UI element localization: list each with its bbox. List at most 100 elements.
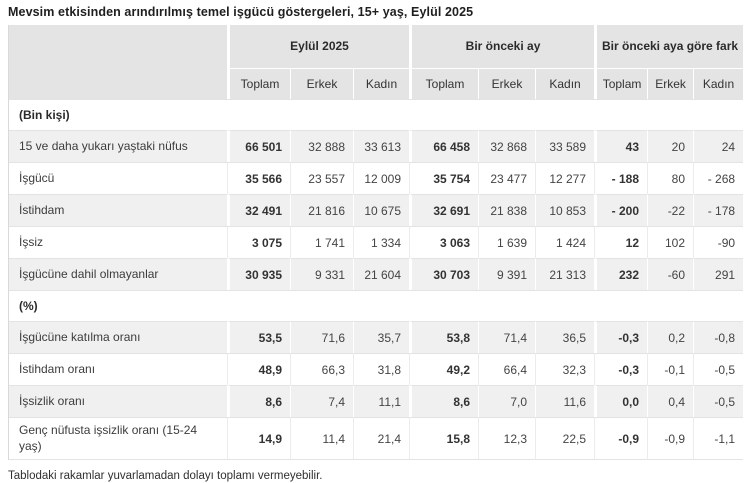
cell: 8,6 xyxy=(409,385,479,417)
table-row: İşgücü 35 566 23 557 12 009 35 754 23 477 12 2… xyxy=(9,162,744,194)
cell: 71,6 xyxy=(290,321,353,353)
cell: 1 334 xyxy=(353,226,410,258)
table-row: İşsiz 3 075 1 741 1 334 3 063 1 639 1 424 12 102… xyxy=(9,226,744,258)
sub-header-total: Toplam xyxy=(227,69,290,99)
section-header-row: (%) xyxy=(9,290,744,321)
cell: 66 458 xyxy=(409,130,479,162)
row-label: İşsizlik oranı xyxy=(9,385,227,417)
group-header-current-month: Eylül 2025 xyxy=(227,25,410,69)
cell: 33 613 xyxy=(353,130,410,162)
group-header-row: Eylül 2025 Bir önceki ay Bir önceki aya … xyxy=(9,25,744,99)
table-row: İstihdam oranı 48,9 66,3 31,8 49,2 66,4 32,3 -0… xyxy=(9,353,744,385)
cell: 12 xyxy=(594,226,648,258)
cell: 9 331 xyxy=(290,258,353,290)
sub-header-female: Kadın xyxy=(535,69,595,99)
cell: -0,5 xyxy=(693,385,744,417)
cell: 66,3 xyxy=(290,353,353,385)
table-row: Genç nüfusta işsizlik oranı (15-24 yaş) 1… xyxy=(9,417,744,461)
cell: 21 604 xyxy=(353,258,410,290)
cell: 24 xyxy=(693,130,744,162)
cell: 21 838 xyxy=(478,194,536,226)
row-label: İşgücüne katılma oranı xyxy=(9,321,227,353)
cell: 66,4 xyxy=(478,353,536,385)
table-row: İşgücüne dahil olmayanlar 30 935 9 331 21 6… xyxy=(9,258,744,290)
cell: 3 063 xyxy=(409,226,479,258)
cell: 53,8 xyxy=(409,321,479,353)
row-label: İşgücü xyxy=(9,162,227,194)
sub-header-total: Toplam xyxy=(594,69,648,99)
section-label: (Bin kişi) xyxy=(9,99,744,130)
cell: -0,3 xyxy=(594,321,648,353)
table-row: 15 ve daha yukarı yaştaki nüfus 66 501 32 … xyxy=(9,130,744,162)
corner-cell xyxy=(9,25,227,99)
sub-header-female: Kadın xyxy=(693,69,744,99)
cell: - 200 xyxy=(594,194,648,226)
cell: 7,0 xyxy=(478,385,536,417)
cell: 33 589 xyxy=(535,130,595,162)
group-header-previous-month: Bir önceki ay xyxy=(409,25,595,69)
cell: -0,9 xyxy=(594,417,648,461)
table-row: İşsizlik oranı 8,6 7,4 11,1 8,6 7,0 11,6 0,0 0,4… xyxy=(9,385,744,417)
row-label: Genç nüfusta işsizlik oranı (15-24 yaş) xyxy=(9,417,227,461)
cell: 0,0 xyxy=(594,385,648,417)
cell: 8,6 xyxy=(227,385,290,417)
cell: 30 703 xyxy=(409,258,479,290)
cell: 11,4 xyxy=(290,417,353,461)
cell: -0,5 xyxy=(693,353,744,385)
cell: -60 xyxy=(647,258,694,290)
section-header-row: (Bin kişi) xyxy=(9,99,744,130)
cell: 12 009 xyxy=(353,162,410,194)
cell: 30 935 xyxy=(227,258,290,290)
cell: 21 816 xyxy=(290,194,353,226)
cell: 35 566 xyxy=(227,162,290,194)
cell: 43 xyxy=(594,130,648,162)
indicators-table: Eylül 2025 Bir önceki ay Bir önceki aya … xyxy=(8,25,744,461)
cell: 31,8 xyxy=(353,353,410,385)
cell: - 178 xyxy=(693,194,744,226)
cell: 12,3 xyxy=(478,417,536,461)
cell: 32,3 xyxy=(535,353,595,385)
cell: 1 639 xyxy=(478,226,536,258)
cell: 32 691 xyxy=(409,194,479,226)
cell: 0,4 xyxy=(647,385,694,417)
table-body: (Bin kişi) 15 ve daha yukarı yaştaki nüfu… xyxy=(9,99,744,461)
cell: 20 xyxy=(647,130,694,162)
cell: 32 888 xyxy=(290,130,353,162)
cell: 21 313 xyxy=(535,258,595,290)
sub-header-male: Erkek xyxy=(647,69,694,99)
cell: 53,5 xyxy=(227,321,290,353)
cell: -22 xyxy=(647,194,694,226)
cell: 14,9 xyxy=(227,417,290,461)
group-header-difference: Bir önceki aya göre fark xyxy=(594,25,744,69)
cell: 22,5 xyxy=(535,417,595,461)
cell: -0,9 xyxy=(647,417,694,461)
cell: 23 557 xyxy=(290,162,353,194)
row-label: İşgücüne dahil olmayanlar xyxy=(9,258,227,290)
cell: 10 853 xyxy=(535,194,595,226)
cell: 291 xyxy=(693,258,744,290)
cell: 32 491 xyxy=(227,194,290,226)
cell: 10 675 xyxy=(353,194,410,226)
footnote: Tablodaki rakamlar yuvarlamadan dolayı t… xyxy=(8,470,323,483)
cell: 0,2 xyxy=(647,321,694,353)
cell: 35 754 xyxy=(409,162,479,194)
cell: -90 xyxy=(693,226,744,258)
cell: 71,4 xyxy=(478,321,536,353)
cell: 3 075 xyxy=(227,226,290,258)
page-title: Mevsim etkisinden arındırılmış temel işg… xyxy=(8,5,474,19)
cell: - 268 xyxy=(693,162,744,194)
cell: 1 741 xyxy=(290,226,353,258)
cell: 35,7 xyxy=(353,321,410,353)
sub-header-female: Kadın xyxy=(353,69,410,99)
table-row: İşgücüne katılma oranı 53,5 71,6 35,7 53,8 71… xyxy=(9,321,744,353)
row-label: İstihdam xyxy=(9,194,227,226)
row-label: İstihdam oranı xyxy=(9,353,227,385)
cell: 36,5 xyxy=(535,321,595,353)
sub-header-male: Erkek xyxy=(290,69,353,99)
cell: 1 424 xyxy=(535,226,595,258)
cell: 80 xyxy=(647,162,694,194)
cell: -0,1 xyxy=(647,353,694,385)
cell: -0,8 xyxy=(693,321,744,353)
cell: 23 477 xyxy=(478,162,536,194)
